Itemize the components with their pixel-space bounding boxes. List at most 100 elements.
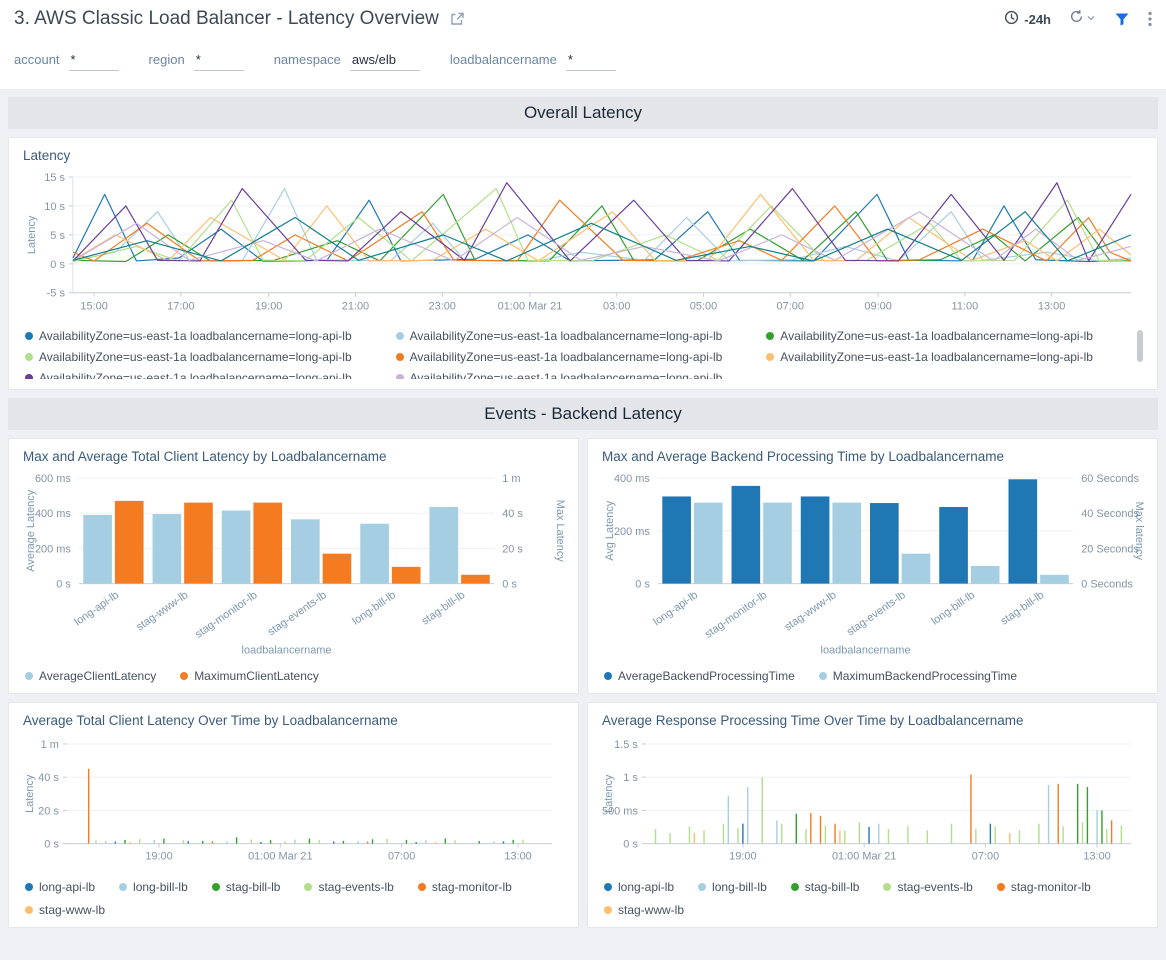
- legend-scrollbar[interactable]: [1137, 329, 1143, 362]
- svg-text:Latency: Latency: [24, 774, 36, 813]
- filter-label: account: [14, 52, 60, 67]
- backend-processing-bar-chart[interactable]: 0 s 200 ms 400 ms 0 Seconds 20 Seconds 40 Sec…: [600, 470, 1145, 659]
- legend-item[interactable]: stag-www-lb: [25, 903, 105, 917]
- latency-legend-wrap: AvailabilityZone=us-east-1a loadbalancer…: [21, 329, 1145, 379]
- svg-text:long-bill-lb: long-bill-lb: [350, 589, 398, 627]
- legend-item[interactable]: AvailabilityZone=us-east-1a loadbalancer…: [766, 350, 1093, 364]
- svg-text:19:00: 19:00: [255, 301, 282, 313]
- legend-label: long-bill-lb: [133, 879, 188, 894]
- svg-text:07:00: 07:00: [388, 851, 415, 863]
- legend-item[interactable]: AvailabilityZone=us-east-1a loadbalancer…: [395, 370, 723, 379]
- svg-text:Max latency: Max latency: [1133, 501, 1145, 560]
- svg-text:15:00: 15:00: [80, 301, 107, 313]
- legend-item[interactable]: AvailabilityZone=us-east-1a loadbalancer…: [395, 329, 722, 343]
- legend-label: stag-events-lb: [897, 879, 973, 894]
- legend-item[interactable]: stag-events-lb: [883, 879, 973, 894]
- clock-icon: [1004, 10, 1019, 28]
- legend-item[interactable]: MaximumBackendProcessingTime: [818, 669, 1017, 683]
- legend-item[interactable]: long-bill-lb: [698, 880, 767, 894]
- legend-item[interactable]: AvailabilityZone=us-east-1a loadbalancer…: [25, 329, 352, 343]
- refresh-control[interactable]: [1069, 9, 1096, 29]
- legend-label: stag-monitor-lb: [1010, 879, 1091, 894]
- filter-label: loadbalancername: [449, 52, 557, 67]
- section-header-overall: Overall Latency: [8, 97, 1158, 129]
- svg-text:0 s: 0 s: [502, 578, 517, 590]
- legend-label: stag-bill-lb: [804, 879, 860, 894]
- legend-label: AvailabilityZone=us-east-1a loadbalancer…: [780, 349, 1093, 364]
- filter-icon[interactable]: [1114, 11, 1130, 27]
- legend-item[interactable]: AvailabilityZone=us-east-1a loadbalancer…: [25, 350, 352, 364]
- svg-text:19:00: 19:00: [145, 851, 172, 863]
- client-latency-bar-chart[interactable]: 0 s 200 ms 400 ms 600 ms 0 s 20 s 40 s 1 m long-…: [21, 470, 566, 659]
- legend-item[interactable]: long-api-lb: [604, 880, 674, 894]
- panel-title: Max and Average Total Client Latency by …: [23, 448, 387, 464]
- svg-text:Latency: Latency: [26, 215, 38, 254]
- legend-item[interactable]: stag-monitor-lb: [996, 879, 1091, 894]
- legend-dot: [790, 882, 799, 891]
- legend-label: AvailabilityZone=us-east-1a loadbalancer…: [409, 349, 723, 364]
- legend-dot: [211, 882, 220, 891]
- legend-item[interactable]: stag-bill-lb: [790, 879, 860, 894]
- legend-dot: [604, 905, 612, 914]
- svg-text:-5 s: -5 s: [47, 288, 66, 300]
- legend-dot: [304, 882, 313, 891]
- legend-label: long-api-lb: [39, 879, 96, 894]
- filter-label: namespace: [273, 52, 341, 67]
- backend-processing-legend: AverageBackendProcessingTime MaximumBacke…: [600, 669, 1145, 683]
- legend-item[interactable]: MaximumClientLatency: [180, 669, 319, 683]
- svg-text:long-api-lb: long-api-lb: [72, 589, 121, 628]
- filter-account: account *: [14, 52, 119, 71]
- legend-label: stag-monitor-lb: [431, 879, 512, 894]
- legend-dot: [180, 672, 189, 681]
- panel-response-processing-over-time: Average Response Processing Time Over Ti…: [587, 702, 1158, 928]
- filter-bar: account * region * namespace aws/elb loa…: [0, 38, 1166, 89]
- svg-text:400 ms: 400 ms: [35, 508, 71, 520]
- legend-label: AvailabilityZone=us-east-1a loadbalancer…: [780, 328, 1093, 343]
- chevron-down-icon: [1086, 10, 1096, 28]
- legend-label: AvailabilityZone=us-east-1a loadbalancer…: [409, 370, 723, 379]
- loadbalancername-input[interactable]: *: [565, 52, 616, 71]
- legend-item[interactable]: AverageBackendProcessingTime: [604, 669, 795, 683]
- legend-item[interactable]: stag-www-lb: [604, 903, 684, 917]
- latency-line-chart[interactable]: 15 s 10 s 5 s 0 s -5 s 15:00 17:00 19:00 21:00 23…: [21, 169, 1145, 321]
- svg-text:40 s: 40 s: [502, 508, 523, 520]
- account-input[interactable]: *: [68, 52, 119, 71]
- panel-title: Max and Average Backend Processing Time …: [602, 448, 1004, 464]
- legend-item[interactable]: stag-events-lb: [304, 879, 394, 894]
- legend-item[interactable]: AvailabilityZone=us-east-1a loadbalancer…: [395, 349, 723, 364]
- legend-item[interactable]: long-bill-lb: [119, 880, 188, 894]
- legend-item[interactable]: AvailabilityZone=us-east-1a loadbalancer…: [766, 329, 1093, 343]
- svg-text:stag-events-lb: stag-events-lb: [266, 589, 329, 638]
- response-processing-time-chart[interactable]: 0 s 500 ms 1 s 1.5 s 19:00 01:00 Mar 21 07:00 1…: [600, 734, 1145, 870]
- legend-item[interactable]: long-api-lb: [25, 880, 95, 894]
- legend-dot: [698, 882, 707, 891]
- legend-item[interactable]: stag-bill-lb: [211, 880, 280, 894]
- svg-text:0 s: 0 s: [56, 578, 71, 590]
- svg-text:0 Seconds: 0 Seconds: [1081, 578, 1133, 590]
- panel-title: Average Response Processing Time Over Ti…: [602, 713, 1024, 729]
- region-input[interactable]: *: [193, 52, 244, 71]
- legend-item[interactable]: AvailabilityZone=us-east-1a loadbalancer…: [25, 371, 352, 379]
- legend-item[interactable]: AverageClientLatency: [25, 669, 156, 683]
- svg-text:1 m: 1 m: [41, 739, 59, 751]
- filter-namespace: namespace aws/elb: [274, 52, 420, 71]
- time-range-control[interactable]: -24h: [1004, 10, 1051, 28]
- legend-dot: [119, 882, 128, 891]
- legend-dot: [604, 672, 612, 681]
- legend-dot: [766, 331, 775, 340]
- legend-item[interactable]: stag-monitor-lb: [417, 879, 512, 894]
- legend-dot: [818, 672, 827, 681]
- namespace-input[interactable]: aws/elb: [349, 52, 420, 71]
- share-icon[interactable]: [449, 11, 465, 27]
- legend-label: AvailabilityZone=us-east-1a loadbalancer…: [39, 328, 352, 343]
- svg-text:400 ms: 400 ms: [614, 473, 650, 485]
- svg-text:stag-www-lb: stag-www-lb: [782, 589, 838, 633]
- kebab-menu-icon[interactable]: [1148, 11, 1152, 27]
- svg-text:stag-www-lb: stag-www-lb: [134, 589, 190, 633]
- bar-panels-row: Max and Average Total Client Latency by …: [8, 437, 1158, 695]
- legend-label: stag-events-lb: [318, 879, 394, 894]
- client-latency-time-chart[interactable]: 0 s 20 s 40 s 1 m 19:00 01:00 Mar 21 07:00 13:0…: [21, 734, 566, 870]
- legend-dot: [766, 352, 775, 361]
- svg-text:03:00: 03:00: [603, 301, 630, 313]
- refresh-icon: [1069, 9, 1084, 29]
